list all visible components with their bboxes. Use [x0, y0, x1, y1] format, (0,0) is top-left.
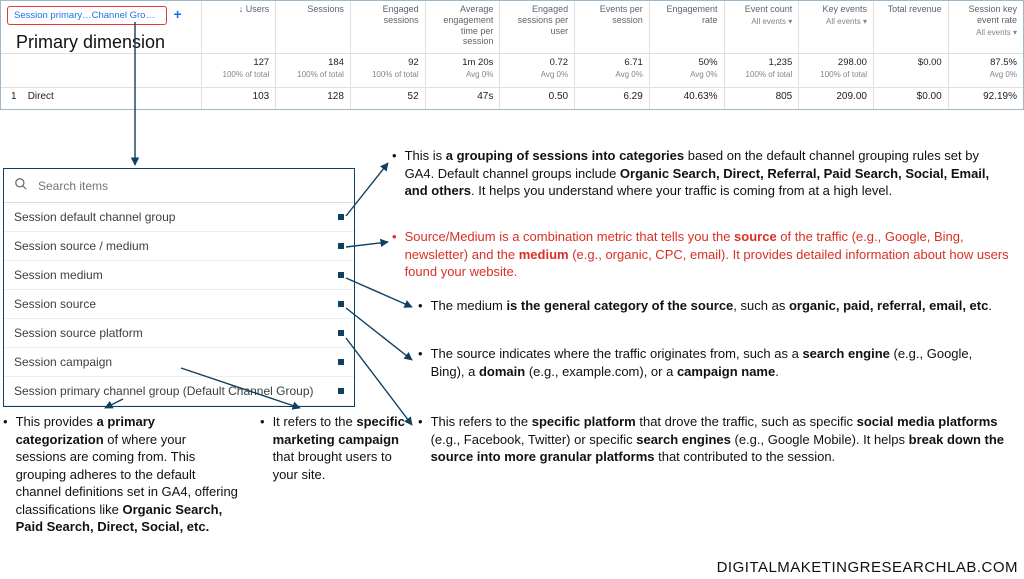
connector-dot [338, 243, 344, 249]
dropdown-item-source[interactable]: Session source [4, 290, 354, 319]
primary-dimension-pill[interactable]: Session primary…Channel Group) [7, 6, 167, 25]
watermark: DIGITALMAKETINGRESEARCHLAB.COM [717, 559, 1018, 576]
col-engaged-per-user: Engaged sessions per user [500, 1, 575, 53]
ga-report-table: Session primary…Channel Group) + ↓ Users… [0, 0, 1024, 110]
primary-dimension-label: Primary dimension [16, 32, 165, 53]
search-icon [14, 177, 28, 194]
dropdown-item-source-platform[interactable]: Session source platform [4, 319, 354, 348]
dropdown-search-row [4, 169, 354, 203]
col-event-count: Event countAll events ▾ [724, 1, 799, 53]
connector-dot [338, 272, 344, 278]
row-index-label: 1 Direct [1, 87, 201, 109]
dropdown-item-medium[interactable]: Session medium [4, 261, 354, 290]
annotation-campaign: •It refers to the specific marketing cam… [260, 413, 405, 483]
connector-dot [338, 330, 344, 336]
col-sessions: Sessions [276, 1, 351, 53]
col-avg-engagement: Average engagement time per session [425, 1, 500, 53]
connector-dot [338, 214, 344, 220]
annotation-primary-channel-group: •This provides a primary categorization … [3, 413, 238, 536]
col-total-revenue: Total revenue [873, 1, 948, 53]
annotation-text: The medium is the general category of th… [431, 297, 992, 315]
annotation-text: It refers to the specific marketing camp… [273, 413, 405, 483]
annotation-source: •The source indicates where the traffic … [418, 345, 1008, 380]
annotation-text: This is a grouping of sessions into cate… [405, 147, 1007, 200]
annotation-text: Source/Medium is a combination metric th… [405, 228, 1012, 281]
annotation-text: This refers to the specific platform tha… [431, 413, 1008, 466]
col-engaged-sessions: Engaged sessions [350, 1, 425, 53]
dimension-dropdown: Session default channel group Session so… [3, 168, 355, 407]
col-engagement-rate: Engagement rate [649, 1, 724, 53]
table-row[interactable]: 1 Direct 103 128 52 47s 0.50 6.29 40.63%… [1, 87, 1023, 109]
search-input[interactable] [38, 179, 344, 193]
dropdown-item-primary-channel-group[interactable]: Session primary channel group (Default C… [4, 377, 354, 406]
annotation-source-platform: •This refers to the specific platform th… [418, 413, 1008, 466]
add-dimension-button[interactable]: + [174, 6, 182, 23]
col-key-events: Key eventsAll events ▾ [799, 1, 874, 53]
col-events-per-session: Events per session [575, 1, 650, 53]
dropdown-item-campaign[interactable]: Session campaign [4, 348, 354, 377]
col-session-key-rate: Session key event rateAll events ▾ [948, 1, 1023, 53]
connector-dot [338, 301, 344, 307]
connector-dot [338, 388, 344, 394]
annotation-default-channel-group: •This is a grouping of sessions into cat… [392, 147, 1007, 200]
col-users: ↓ Users [201, 1, 276, 53]
annotation-medium: •The medium is the general category of t… [418, 297, 998, 315]
annotation-source-medium: •Source/Medium is a combination metric t… [392, 228, 1012, 281]
connector-dot [338, 359, 344, 365]
annotation-text: The source indicates where the traffic o… [431, 345, 1008, 380]
dropdown-item-default-channel-group[interactable]: Session default channel group [4, 203, 354, 232]
dropdown-item-source-medium[interactable]: Session source / medium [4, 232, 354, 261]
totals-row: 127100% of total 184100% of total 92100%… [1, 53, 1023, 87]
annotation-text: This provides a primary categorization o… [16, 413, 238, 536]
